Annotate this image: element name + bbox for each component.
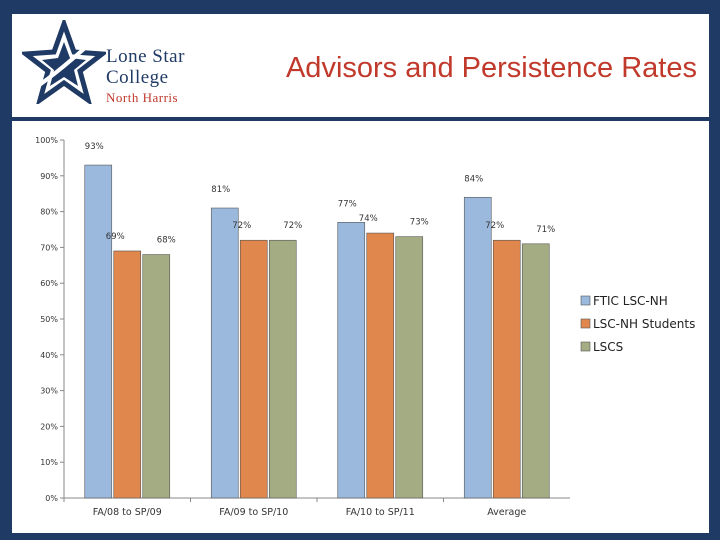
legend-swatch	[580, 341, 591, 352]
star-logo-icon	[19, 16, 109, 107]
x-tick-label: Average	[487, 507, 526, 518]
bar	[395, 236, 424, 499]
data-label: 93%	[85, 142, 104, 152]
legend-label: FTIC LSC-NH	[593, 294, 668, 308]
bar	[366, 232, 395, 499]
college-logo: Lone Star College North Harris	[19, 16, 212, 110]
bar	[84, 164, 113, 499]
y-tick-label: 90%	[40, 172, 58, 181]
bar	[268, 239, 297, 499]
slide: Lone Star College North Harris Advisors …	[12, 14, 709, 533]
y-tick-label: 50%	[40, 315, 58, 324]
y-tick-label: 70%	[40, 243, 58, 252]
bar	[142, 254, 171, 499]
data-label: 72%	[232, 221, 251, 231]
y-tick-label: 0%	[45, 494, 58, 503]
y-tick-label: 10%	[40, 458, 58, 467]
data-label: 72%	[485, 221, 504, 231]
x-tick-label: FA/09 to SP/10	[219, 507, 288, 518]
legend-label: LSCS	[593, 340, 623, 354]
page-title: Advisors and Persistence Rates	[285, 52, 697, 84]
y-tick-label: 40%	[40, 351, 58, 360]
data-label: 77%	[338, 199, 357, 209]
legend-swatch	[580, 295, 591, 306]
y-tick-label: 100%	[35, 136, 58, 145]
logo-line-2: College	[106, 67, 169, 88]
data-label: 72%	[283, 221, 302, 231]
header-divider	[12, 117, 709, 121]
x-tick-label: FA/10 to SP/11	[346, 507, 415, 518]
bar	[492, 239, 521, 499]
data-label: 74%	[359, 214, 378, 224]
bar	[210, 207, 239, 499]
y-tick-label: 30%	[40, 387, 58, 396]
y-tick-label: 80%	[40, 208, 58, 217]
bar	[239, 239, 268, 499]
data-label: 68%	[157, 236, 176, 246]
x-tick-label: FA/08 to SP/09	[93, 507, 162, 518]
bar	[521, 243, 550, 499]
data-label: 73%	[410, 218, 429, 228]
bar	[113, 250, 142, 499]
y-tick-label: 60%	[40, 279, 58, 288]
legend-label: LSC-NH Students	[593, 317, 695, 331]
bar-chart: 0% 10% 20% 30% 40% 50% 60% 70% 80% 90% 100% 93% 69% 6…	[35, 136, 695, 518]
legend-swatch	[580, 318, 591, 329]
data-label: 71%	[536, 225, 555, 235]
bar	[337, 222, 366, 499]
data-label: 84%	[464, 174, 483, 184]
data-label: 69%	[106, 232, 125, 242]
data-label: 81%	[211, 185, 230, 195]
logo-line-3: North Harris	[106, 90, 179, 105]
y-tick-label: 20%	[40, 422, 58, 431]
logo-line-1: Lone Star	[106, 46, 185, 67]
bar	[463, 196, 492, 499]
